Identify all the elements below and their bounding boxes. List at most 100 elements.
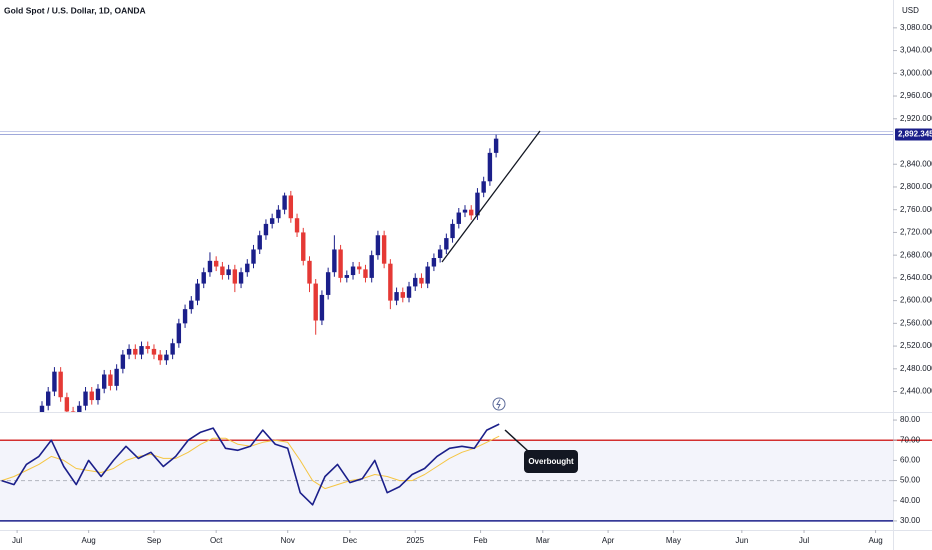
candle-body	[282, 195, 287, 210]
candle-body	[313, 283, 318, 321]
event-icon-bolt	[496, 399, 501, 409]
candle-body	[444, 238, 449, 250]
last-price-label: 2,892.345	[898, 130, 932, 139]
candle-body	[70, 411, 76, 412]
candle-body	[381, 235, 387, 264]
candle-body	[325, 272, 331, 295]
candle-body	[301, 232, 306, 261]
candle-body	[120, 354, 126, 369]
candle-body	[363, 269, 368, 278]
candle-body	[207, 260, 213, 273]
candle-body	[375, 235, 381, 256]
candle-body	[83, 391, 88, 406]
x-tick-label: Nov	[281, 536, 295, 545]
callout-text: Overbought	[528, 457, 574, 466]
x-tick-label: Feb	[474, 536, 488, 545]
candle-body	[176, 323, 182, 344]
callout-pointer	[504, 429, 529, 452]
x-tick-label: Aug	[82, 536, 96, 545]
y-tick-label: 3,080.000	[900, 23, 932, 32]
candle-body	[388, 263, 393, 301]
candle-body	[77, 405, 82, 412]
candle-body	[58, 371, 63, 398]
y-tick-label: 2,440.000	[900, 387, 932, 396]
x-tick-label: Oct	[210, 536, 223, 545]
candle-body	[108, 374, 113, 386]
candle-body	[95, 388, 101, 401]
candle-body	[251, 249, 256, 264]
x-tick-label: Apr	[602, 536, 615, 545]
y-tick-label: 60.00	[900, 456, 921, 465]
candle-body	[201, 272, 206, 284]
y-tick-label: 2,480.000	[900, 364, 932, 373]
candle-body	[114, 368, 119, 386]
candle-body	[357, 266, 362, 270]
y-tick-label: 2,720.000	[900, 228, 932, 237]
last-price-box	[895, 128, 932, 141]
candle-body	[462, 209, 468, 213]
x-tick-label: Dec	[343, 536, 357, 545]
chart-title: Gold Spot / U.S. Dollar, 1D, OANDA	[4, 5, 146, 15]
x-tick-label: Jun	[735, 536, 748, 545]
candle-body	[344, 275, 350, 278]
y-tick-label: 70.00	[900, 435, 921, 444]
candle-body	[139, 346, 144, 355]
candle-body	[52, 371, 57, 392]
y-tick-label: 2,800.000	[900, 182, 932, 191]
candle-body	[487, 152, 493, 182]
candle-body	[89, 391, 94, 401]
candle-body	[456, 212, 461, 224]
candle-body	[170, 343, 175, 355]
candle-body	[369, 255, 374, 278]
candle-body	[226, 269, 231, 276]
candle-body	[406, 286, 412, 298]
candle-body	[151, 348, 157, 355]
candle-body	[46, 391, 51, 406]
candle-body	[39, 405, 45, 412]
x-tick-label: Jul	[799, 536, 809, 545]
y-tick-label: 3,040.000	[900, 46, 932, 55]
candle-body	[269, 218, 275, 224]
candle-body	[319, 294, 325, 321]
x-tick-label: May	[666, 536, 681, 545]
x-tick-label: Aug	[868, 536, 882, 545]
candle-body	[450, 223, 455, 239]
candle-body	[157, 354, 163, 361]
y-tick-label: 30.00	[900, 516, 921, 525]
candle-body	[394, 292, 399, 301]
candle-body	[195, 283, 200, 301]
trend-line	[441, 130, 541, 263]
candle-body	[263, 223, 269, 236]
y-tick-label: 2,680.000	[900, 250, 932, 259]
candle-body	[133, 348, 138, 355]
candle-body	[126, 348, 132, 355]
candle-body	[64, 397, 70, 412]
x-tick-label: Jul	[12, 536, 22, 545]
y-tick-label: 2,760.000	[900, 205, 932, 214]
candle-body	[413, 277, 418, 287]
candle-body	[332, 249, 337, 273]
candle-body	[238, 272, 244, 284]
x-tick-label: Mar	[536, 536, 550, 545]
candle-body	[475, 192, 480, 216]
y-tick-label: 2,560.000	[900, 318, 932, 327]
candle-body	[294, 218, 300, 233]
candle-body	[164, 354, 169, 361]
y-tick-label: 80.00	[900, 415, 921, 424]
axis-unit: USD	[902, 6, 919, 15]
candle-body	[257, 235, 262, 250]
rsi-line	[1, 423, 500, 506]
candle-body	[493, 138, 499, 153]
candle-body	[419, 277, 424, 284]
y-tick-label: 50.00	[900, 476, 921, 485]
x-tick-label: 2025	[406, 536, 424, 545]
candle-body	[220, 266, 225, 276]
y-tick-label: 2,520.000	[900, 341, 932, 350]
candle-body	[189, 300, 194, 310]
candle-body	[245, 263, 250, 273]
candle-body	[481, 181, 486, 193]
candle-body	[276, 209, 281, 219]
candle-body	[307, 260, 312, 284]
candle-body	[431, 257, 437, 267]
